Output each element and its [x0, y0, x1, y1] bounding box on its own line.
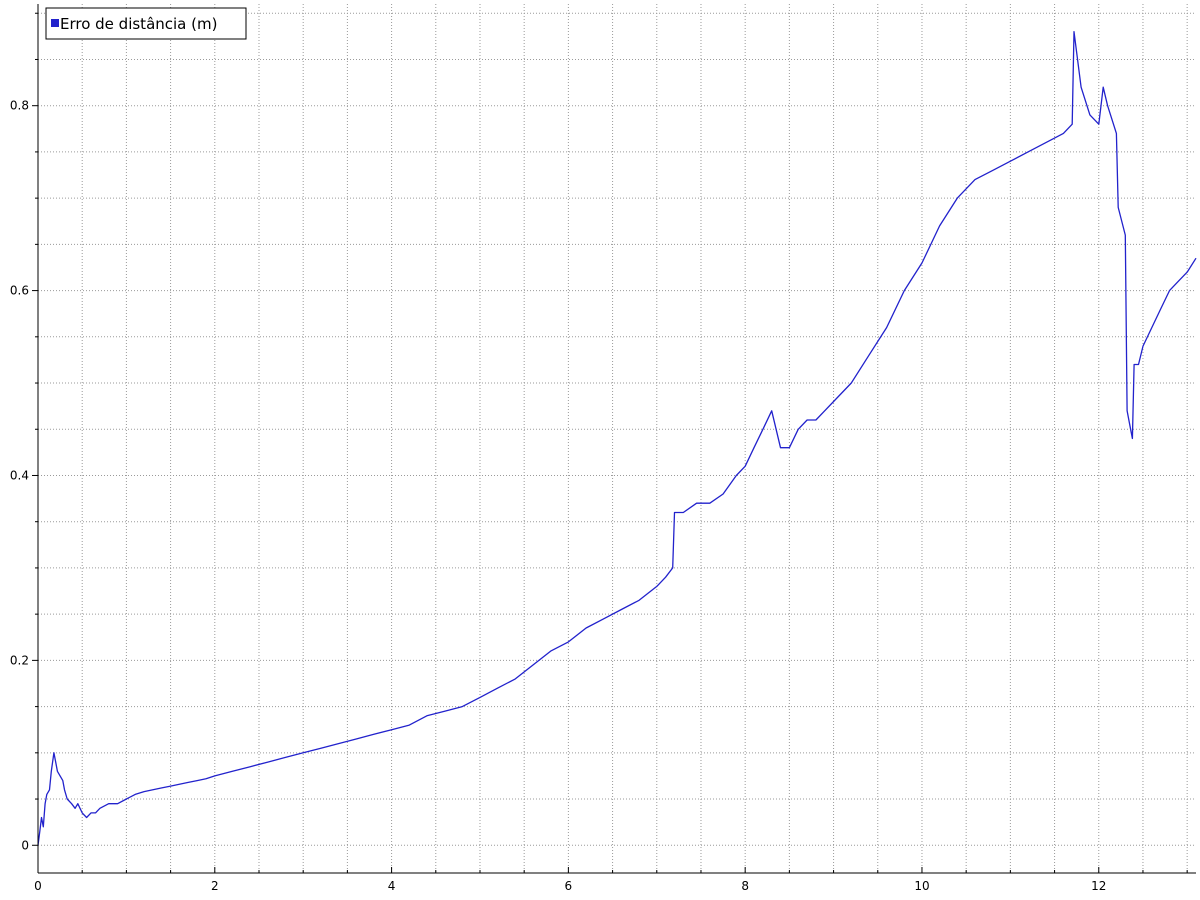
x-tick-label: 4: [388, 879, 396, 893]
y-tick-label: 0.6: [10, 284, 29, 298]
legend-swatch: [51, 19, 59, 27]
series-layer: [37, 31, 1197, 846]
legend-box: [45, 7, 247, 40]
y-tick-label: 0.8: [10, 99, 29, 113]
x-tick-label: 0: [34, 879, 42, 893]
x-tick-label: 6: [565, 879, 573, 893]
series-line-0: [37, 31, 1197, 846]
axes: 0 2 4 6 8 10 12 0 0.2 0.4 0.6 0.8: [10, 4, 1196, 893]
x-tick-label: 8: [741, 879, 749, 893]
grid: [37, 4, 1196, 873]
x-tick-label: 10: [914, 879, 929, 893]
x-tick-label: 2: [211, 879, 219, 893]
x-tick-label: 12: [1091, 879, 1106, 893]
y-tick-label: 0.4: [10, 468, 29, 482]
y-tick-label: 0.2: [10, 653, 29, 667]
legend-label: Erro de distância (m): [60, 15, 217, 33]
legend: Erro de distância (m): [45, 7, 247, 40]
y-tick-label: 0: [21, 838, 29, 852]
